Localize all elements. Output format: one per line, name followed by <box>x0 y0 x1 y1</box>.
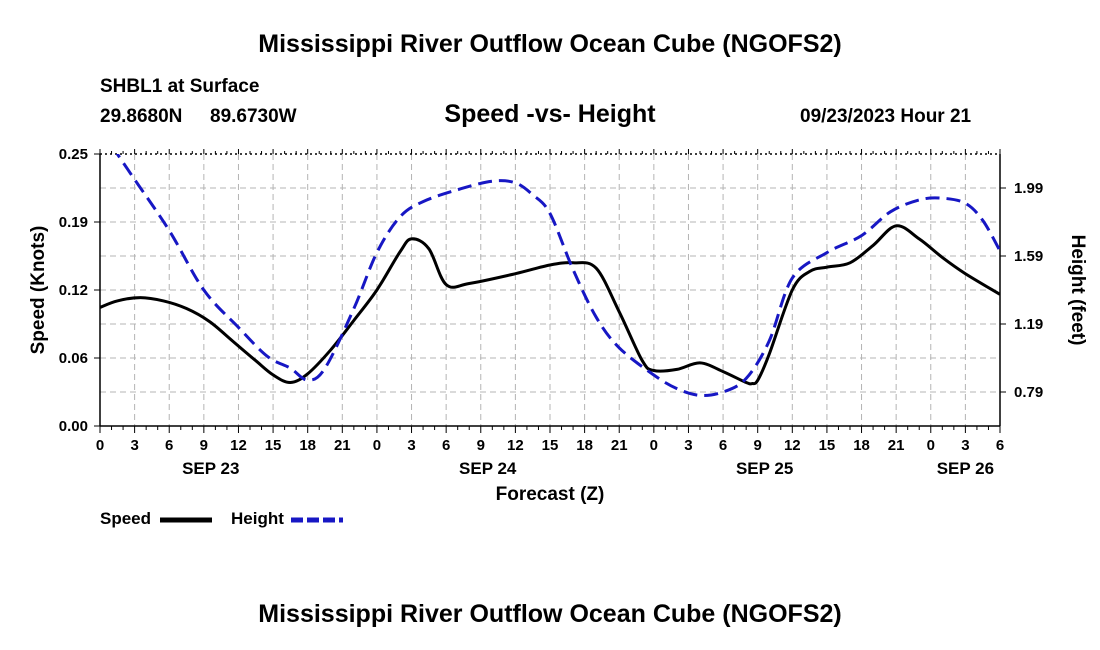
footer-title: Mississippi River Outflow Ocean Cube (NG… <box>258 600 842 628</box>
main-title: Mississippi River Outflow Ocean Cube (NG… <box>258 30 842 58</box>
x-tick-label: 21 <box>334 437 351 454</box>
x-tick-label: 21 <box>611 437 628 454</box>
date-label: SEP 24 <box>459 459 517 478</box>
x-tick-label: 21 <box>888 437 905 454</box>
x-tick-label: 18 <box>299 437 316 454</box>
x-tick-label: 15 <box>265 437 282 454</box>
date-label: SEP 26 <box>937 459 994 478</box>
x-tick-label: 15 <box>819 437 836 454</box>
x-tick-label: 3 <box>684 437 692 454</box>
x-axis-label: Forecast (Z) <box>496 484 605 505</box>
y-tick-label-left: 0.25 <box>59 146 88 163</box>
y-tick-label-left: 0.00 <box>59 418 88 435</box>
x-tick-label: 9 <box>477 437 485 454</box>
x-tick-label: 0 <box>927 437 935 454</box>
y-axis-label-right: Height (feet) <box>1067 235 1088 346</box>
x-tick-label: 0 <box>650 437 658 454</box>
legend-speed-label: Speed <box>100 509 152 528</box>
x-tick-label: 3 <box>407 437 415 454</box>
y-tick-label-left: 0.19 <box>59 214 88 231</box>
y-tick-label-right: 1.59 <box>1014 248 1043 265</box>
x-tick-label: 6 <box>719 437 727 454</box>
y-tick-label-left: 0.12 <box>59 282 88 299</box>
x-tick-label: 6 <box>165 437 173 454</box>
station-name: SHBL1 at Surface <box>100 76 260 97</box>
legend-height-label: Height <box>231 509 284 528</box>
x-tick-label: 9 <box>754 437 762 454</box>
station-longitude: 89.6730W <box>210 106 297 127</box>
x-tick-label: 18 <box>853 437 870 454</box>
forecast-datetime: 09/23/2023 Hour 21 <box>800 106 972 127</box>
x-tick-label: 0 <box>373 437 381 454</box>
series-line-speed <box>100 224 1000 386</box>
x-tick-label: 0 <box>96 437 104 454</box>
x-tick-label: 3 <box>961 437 969 454</box>
chart-title: Speed -vs- Height <box>444 100 656 128</box>
date-label: SEP 23 <box>182 459 239 478</box>
x-tick-label: 18 <box>576 437 593 454</box>
station-latitude: 29.8680N <box>100 106 183 127</box>
y-tick-label-right: 1.99 <box>1014 180 1043 197</box>
x-tick-label: 6 <box>996 437 1004 454</box>
y-tick-label-left: 0.06 <box>59 350 88 367</box>
y-tick-label-right: 1.19 <box>1014 316 1043 333</box>
date-label: SEP 25 <box>736 459 793 478</box>
x-tick-label: 9 <box>200 437 208 454</box>
x-tick-label: 12 <box>230 437 247 454</box>
series-line-height <box>115 154 1000 398</box>
y-axis-label-left: Speed (Knots) <box>28 226 49 355</box>
x-tick-label: 12 <box>784 437 801 454</box>
y-tick-label-right: 0.79 <box>1014 384 1043 401</box>
x-tick-label: 12 <box>507 437 524 454</box>
x-tick-label: 3 <box>130 437 138 454</box>
x-tick-label: 15 <box>542 437 559 454</box>
x-tick-label: 6 <box>442 437 450 454</box>
